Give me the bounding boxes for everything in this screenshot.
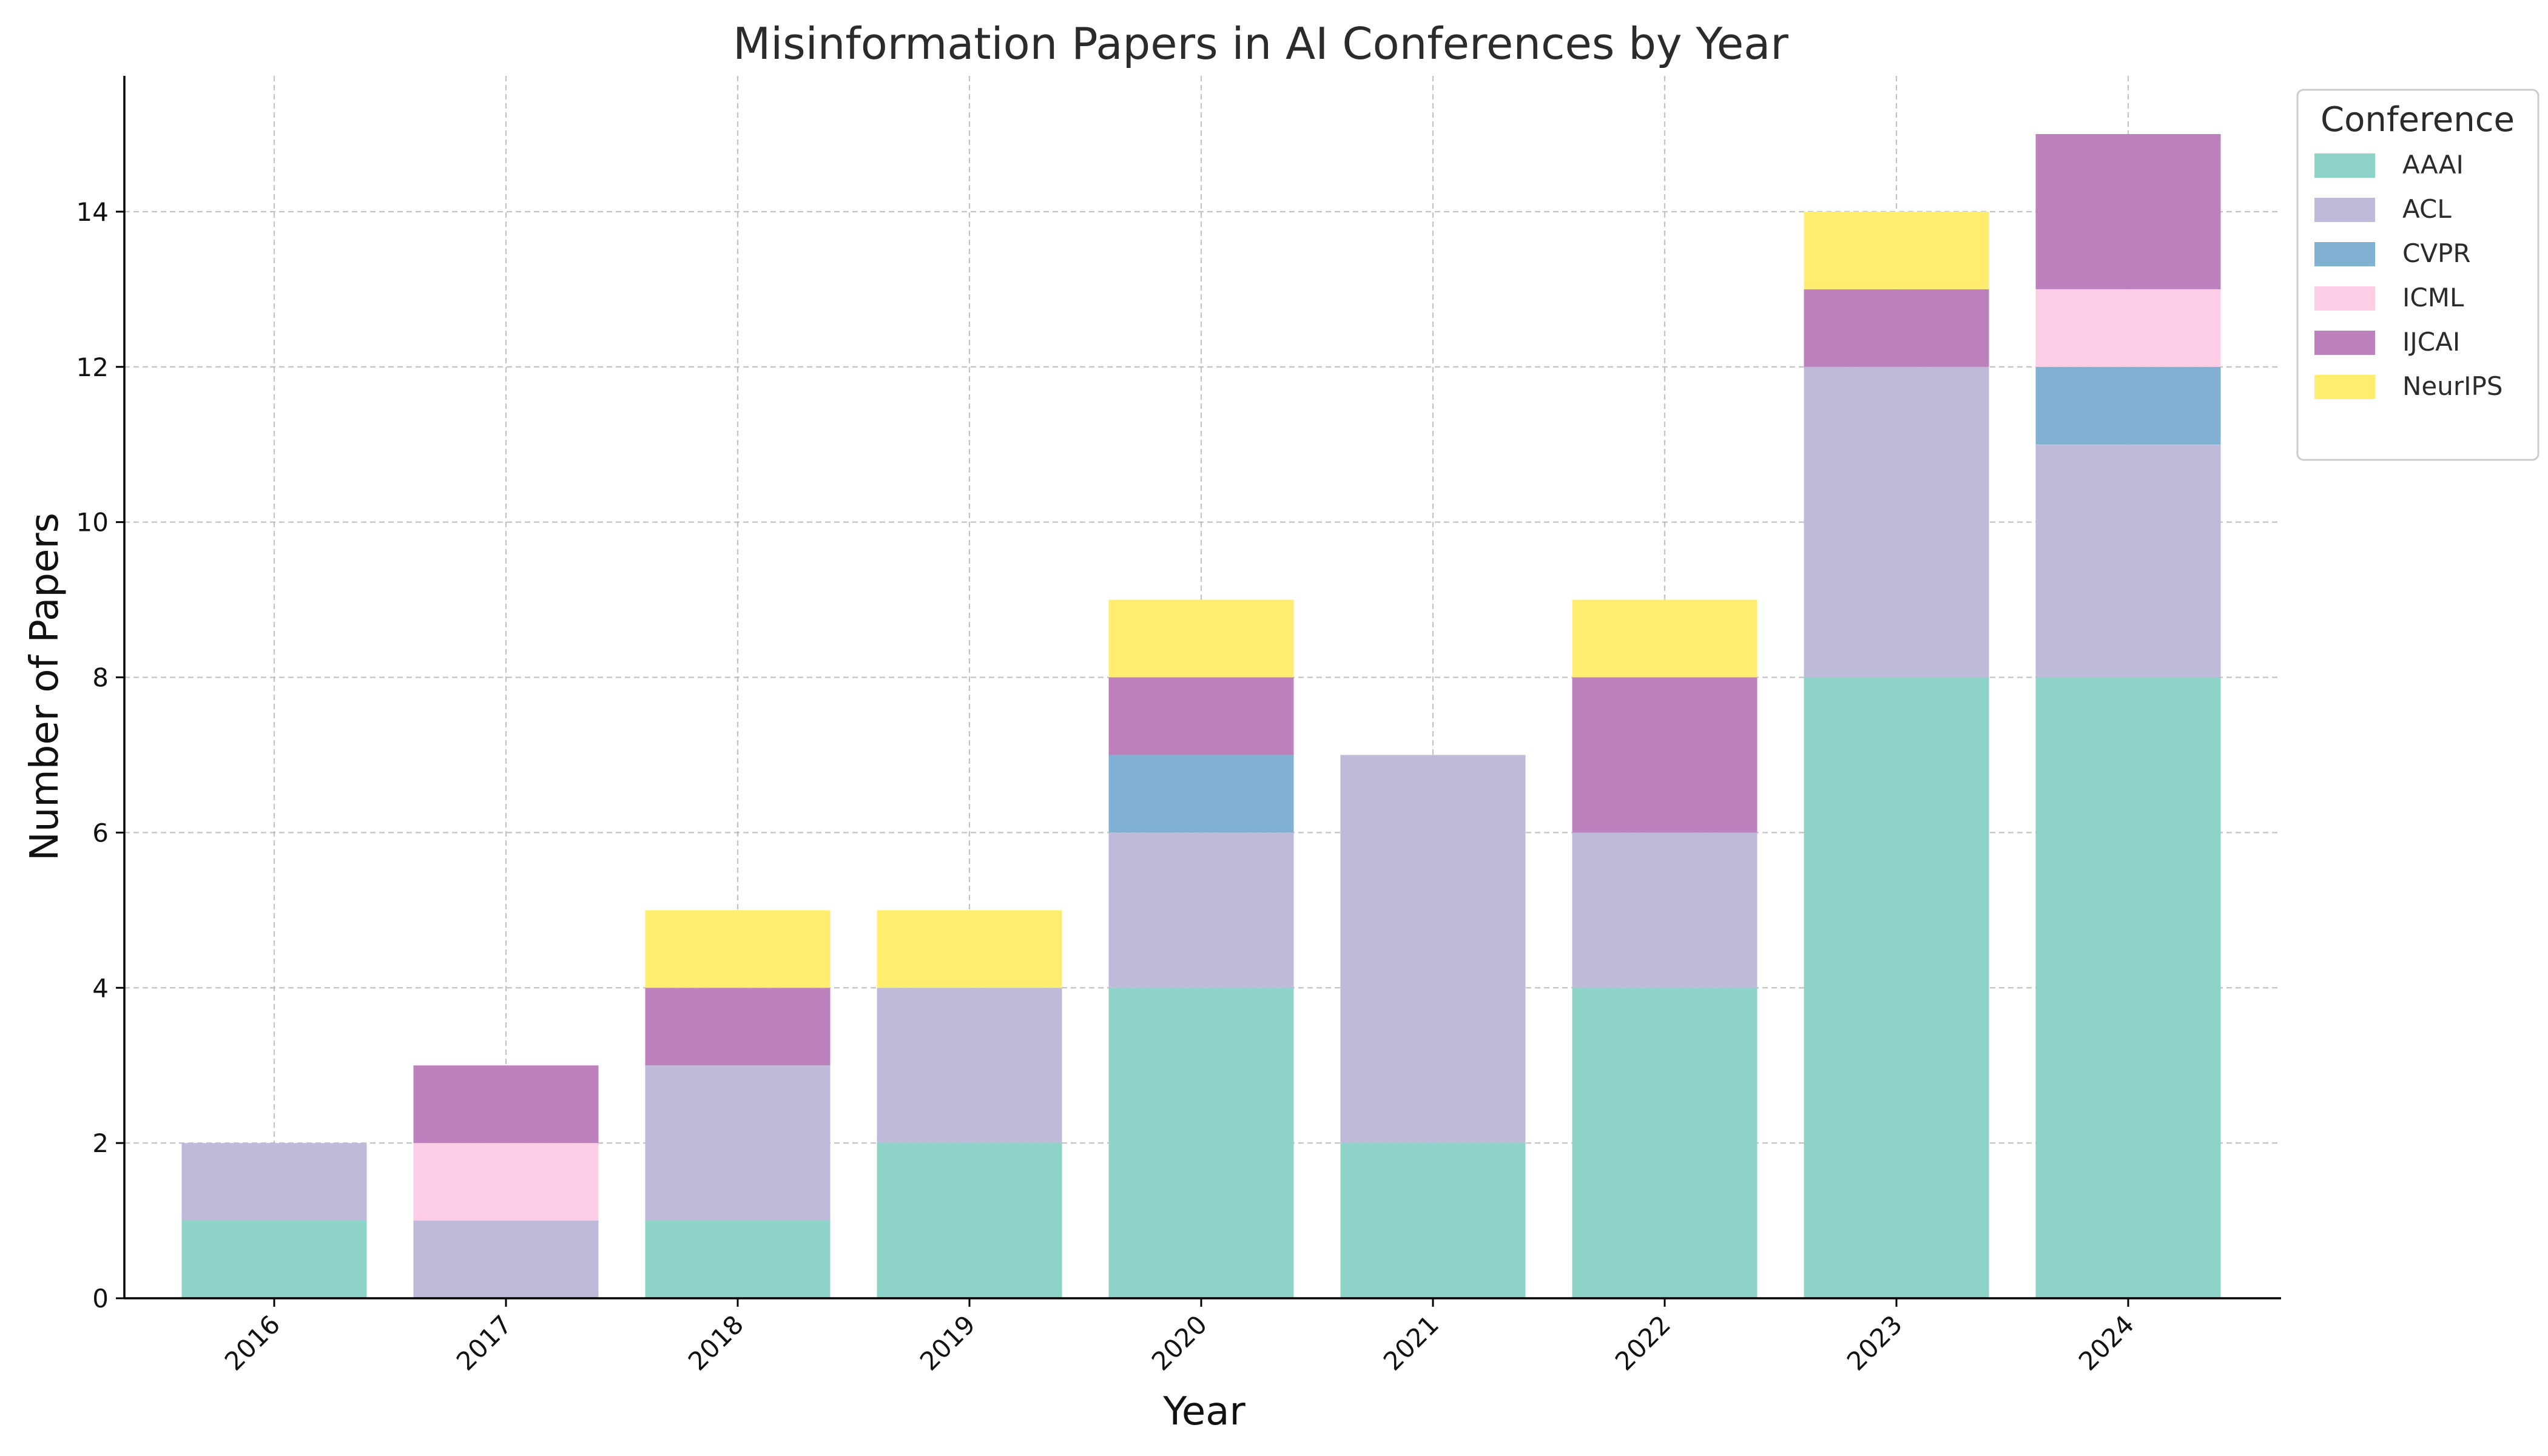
y-axis-label: Number of Papers	[22, 513, 67, 861]
bar-segment	[181, 1143, 367, 1221]
legend-frame	[2296, 89, 2540, 461]
legend-swatch	[2314, 375, 2375, 399]
legend-label: ACL	[2402, 194, 2452, 224]
bar-segment	[877, 910, 1062, 988]
y-tick-label: 4	[92, 973, 109, 1003]
bar-segment	[1804, 289, 1989, 367]
bar-segment	[1572, 832, 1758, 988]
legend-label: IJCAI	[2402, 327, 2460, 357]
bar-segment	[2035, 677, 2221, 1298]
bar-segment	[645, 1065, 831, 1221]
y-tick-label: 12	[76, 352, 109, 382]
bar-segment	[1572, 988, 1758, 1298]
bar-segment	[1804, 366, 1989, 678]
bar-segment	[1108, 755, 1294, 833]
bar-segment	[877, 1143, 1062, 1298]
bar-segment	[1804, 211, 1989, 289]
chart-title: Misinformation Papers in AI Conferences …	[733, 18, 1788, 69]
legend-items: AAAI ACL CVPR ICML IJCAI NeurIPS	[2314, 150, 2503, 401]
bar-segment	[1804, 677, 1989, 1298]
bar-segment	[645, 1221, 831, 1298]
y-ticks-layer: 0 2 4 6 8 10 12 14	[76, 197, 124, 1313]
bar-segment	[413, 1143, 599, 1221]
bar-segment	[2035, 133, 2221, 289]
bar-segment	[645, 988, 831, 1066]
legend-swatch	[2314, 242, 2375, 266]
bars-layer	[181, 133, 2221, 1298]
bar-segment	[877, 988, 1062, 1144]
bar-segment	[1572, 677, 1758, 833]
bar-segment	[1108, 832, 1294, 988]
y-tick-label: 0	[92, 1284, 109, 1313]
bar-segment	[2035, 444, 2221, 678]
legend-label: NeurIPS	[2402, 371, 2503, 401]
y-tick-label: 10	[76, 508, 109, 538]
y-tick-label: 6	[92, 818, 109, 848]
bar-segment	[413, 1065, 599, 1144]
bar-segment	[2035, 289, 2221, 367]
y-tick-label: 14	[76, 197, 109, 227]
bar-segment	[2035, 366, 2221, 445]
legend: Conference AAAI ACL CVPR ICML IJCAI NeurIPS	[2296, 89, 2540, 461]
legend-label: ICML	[2402, 283, 2464, 312]
y-tick-label: 8	[92, 663, 109, 693]
y-tick-label: 2	[92, 1128, 109, 1158]
bar-segment	[1108, 677, 1294, 755]
bar-segment	[1108, 599, 1294, 678]
x-axis-label: Year	[1162, 1389, 1245, 1434]
bar-segment	[1340, 755, 1526, 1144]
legend-swatch	[2314, 153, 2375, 178]
bar-segment	[1108, 988, 1294, 1298]
legend-swatch	[2314, 331, 2375, 355]
legend-label: AAAI	[2402, 150, 2464, 180]
bar-segment	[1340, 1143, 1526, 1298]
legend-title: Conference	[2320, 100, 2515, 140]
axes-layer	[123, 76, 2281, 1299]
bar-segment	[1572, 599, 1758, 678]
legend-swatch	[2314, 286, 2375, 311]
bar-segment	[413, 1221, 599, 1298]
bar-segment	[645, 910, 831, 988]
legend-label: CVPR	[2402, 238, 2471, 268]
legend-swatch	[2314, 198, 2375, 222]
bar-segment	[181, 1221, 367, 1298]
